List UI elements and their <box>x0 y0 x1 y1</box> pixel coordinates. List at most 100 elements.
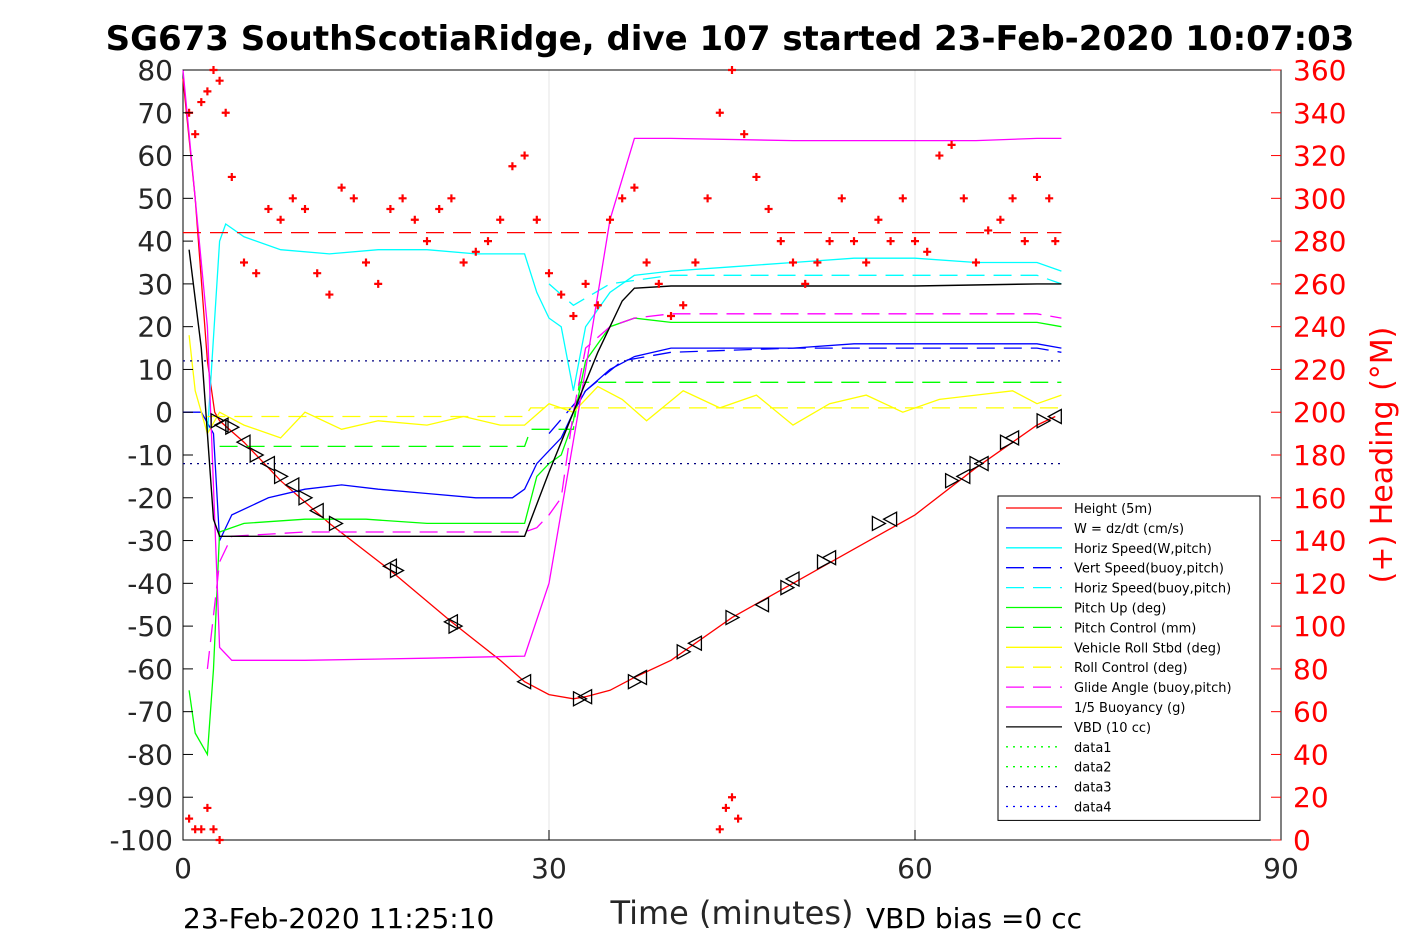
y-right-tick-label-9: 180 <box>1293 439 1346 472</box>
series-line-3 <box>548 347 1062 435</box>
y-left-tick-label-9: -10 <box>127 439 173 472</box>
heading-point-11 <box>276 215 285 224</box>
heading-point-78 <box>197 825 206 834</box>
heading-point-23 <box>423 237 431 246</box>
track-marker-19 <box>632 669 648 686</box>
heading-point-48 <box>728 66 736 74</box>
heading-point-22 <box>410 215 419 224</box>
series-line-0 <box>182 78 1056 700</box>
heading-point-27 <box>471 247 480 256</box>
y-left-tick-label-0: 80 <box>137 54 173 87</box>
heading-point-82 <box>715 825 724 834</box>
heading-point-51 <box>764 205 773 214</box>
heading-point-30 <box>508 162 517 171</box>
y-left-tick-label-8: 0 <box>155 396 173 429</box>
y-right-tick-label-12: 120 <box>1293 567 1346 600</box>
heading-point-36 <box>581 279 590 288</box>
y-left-tick-label-11: -30 <box>127 525 173 558</box>
x-tick-label-3: 90 <box>1263 852 1299 885</box>
heading-point-62 <box>898 194 907 203</box>
y-left-tick-label-16: -80 <box>127 738 173 771</box>
y-left-tick-label-1: 70 <box>137 97 173 130</box>
heading-point-75 <box>1051 237 1060 246</box>
y-left-tick-label-15: -70 <box>127 696 173 729</box>
heading-point-84 <box>728 793 736 802</box>
track-markers-group <box>210 408 1062 707</box>
y-left-tick-label-18: -100 <box>109 824 173 857</box>
heading-point-6 <box>221 108 230 117</box>
track-marker-36 <box>1036 412 1052 429</box>
grid <box>548 70 916 840</box>
y-left-tick-label-6: 20 <box>137 311 173 344</box>
y-right-tick-label-16: 40 <box>1293 738 1329 771</box>
y-right-tick-label-8: 200 <box>1293 396 1346 429</box>
y-right-tick-label-0: 360 <box>1293 54 1346 87</box>
y-left-tick-label-17: -90 <box>127 781 173 814</box>
heading-point-60 <box>874 215 883 224</box>
heading-point-57 <box>837 194 846 203</box>
heading-point-8 <box>240 258 248 267</box>
y-right-tick-label-3: 300 <box>1293 182 1346 215</box>
heading-point-61 <box>886 237 895 246</box>
y-right-tick-label-14: 80 <box>1293 653 1329 686</box>
series-line-4 <box>548 274 1062 307</box>
footer-timestamp: 23-Feb-2020 11:25:10 <box>183 902 494 935</box>
heading-point-41 <box>642 258 651 267</box>
x-axis-label: Time (minutes) <box>610 894 854 932</box>
track-marker-10 <box>328 515 344 532</box>
heading-point-68 <box>972 258 980 267</box>
y-right-tick-label-10: 160 <box>1293 482 1346 515</box>
y-left-tick-label-4: 40 <box>137 225 173 258</box>
legend-label-0: Height (5m) <box>1074 502 1152 517</box>
track-marker-9 <box>308 502 324 519</box>
heading-point-70 <box>996 215 1005 224</box>
y-left-tick-label-3: 50 <box>137 182 173 215</box>
y-right-tick-label-15: 60 <box>1293 696 1329 729</box>
heading-point-40 <box>630 183 639 192</box>
y-right-tick-label-13: 100 <box>1293 610 1346 643</box>
heading-point-25 <box>447 194 456 203</box>
legend-label-12: data1 <box>1074 741 1112 756</box>
heading-point-38 <box>606 215 614 224</box>
track-marker-31 <box>955 468 971 485</box>
y-left-tick-label-13: -50 <box>127 610 173 643</box>
heading-point-24 <box>435 205 444 214</box>
legend-label-4: Horiz Speed(buoy,pitch) <box>1074 582 1231 597</box>
track-marker-25 <box>784 570 800 588</box>
y-left-tick-label-7: 10 <box>137 353 173 386</box>
track-marker-24 <box>780 579 796 596</box>
track-marker-37 <box>1046 408 1062 425</box>
heading-point-71 <box>1008 194 1017 203</box>
y-left-tick-label-10: -20 <box>127 482 173 515</box>
track-marker-33 <box>973 455 989 472</box>
heading-point-13 <box>301 205 309 214</box>
heading-point-9 <box>252 269 261 278</box>
heading-point-43 <box>667 311 675 320</box>
heading-point-65 <box>935 151 944 160</box>
heading-point-18 <box>362 258 370 267</box>
y-axis-right-ticks: 3603403203002802602402202001801601401201… <box>1271 54 1346 857</box>
heading-point-47 <box>715 108 724 117</box>
heading-point-46 <box>703 194 712 203</box>
track-marker-1 <box>213 416 229 434</box>
heading-point-80 <box>209 825 218 834</box>
heading-point-42 <box>654 279 663 288</box>
series-line-6 <box>219 381 1062 448</box>
heading-point-10 <box>264 205 273 214</box>
y-left-tick-label-12: -40 <box>127 567 173 600</box>
track-marker-30 <box>944 472 960 489</box>
heading-point-81 <box>215 836 224 844</box>
series-line-2 <box>206 222 1062 434</box>
legend-label-15: data4 <box>1074 801 1112 816</box>
heading-point-17 <box>349 194 358 203</box>
x-tick-label-0: 0 <box>174 852 192 885</box>
heading-point-83 <box>721 803 730 812</box>
y-right-tick-label-2: 320 <box>1293 140 1346 173</box>
series-line-1 <box>183 343 1062 541</box>
series-line-7 <box>188 335 1062 439</box>
track-marker-6 <box>273 468 289 485</box>
track-marker-14 <box>448 618 464 635</box>
heading-point-5 <box>215 76 224 85</box>
heading-point-53 <box>789 258 797 267</box>
